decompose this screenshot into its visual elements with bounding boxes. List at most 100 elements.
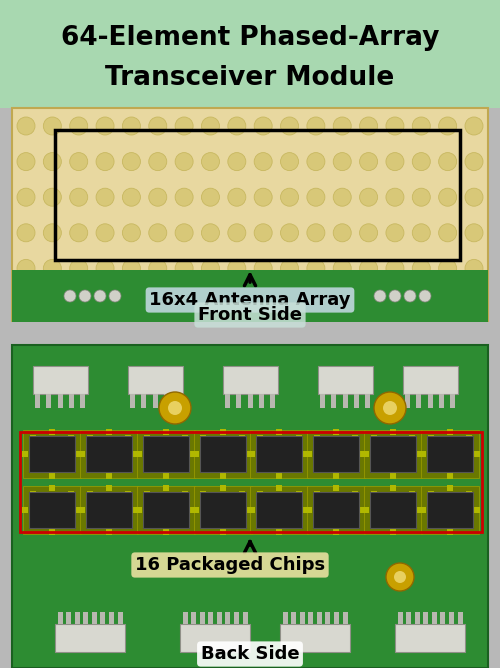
Circle shape bbox=[254, 295, 272, 313]
Bar bbox=[87, 436, 93, 442]
Bar bbox=[371, 436, 377, 442]
Bar bbox=[395, 624, 465, 652]
Bar bbox=[0, 0, 500, 108]
Bar bbox=[282, 612, 288, 624]
Circle shape bbox=[175, 188, 193, 206]
Circle shape bbox=[254, 117, 272, 135]
Circle shape bbox=[96, 224, 114, 242]
Circle shape bbox=[96, 259, 114, 277]
Bar bbox=[421, 486, 479, 534]
Bar bbox=[427, 492, 473, 528]
Circle shape bbox=[419, 290, 431, 302]
Circle shape bbox=[333, 152, 351, 170]
Bar bbox=[220, 473, 226, 479]
Bar bbox=[259, 394, 264, 408]
Bar bbox=[12, 108, 488, 322]
Circle shape bbox=[254, 224, 272, 242]
Bar bbox=[225, 394, 230, 408]
Bar bbox=[29, 436, 75, 472]
Circle shape bbox=[333, 188, 351, 206]
Circle shape bbox=[333, 295, 351, 313]
Bar bbox=[128, 366, 182, 394]
Circle shape bbox=[438, 188, 456, 206]
Bar bbox=[190, 507, 196, 513]
Circle shape bbox=[122, 224, 140, 242]
Bar bbox=[270, 394, 275, 408]
Bar bbox=[30, 466, 36, 472]
Bar bbox=[238, 436, 244, 442]
Bar bbox=[449, 612, 454, 624]
Circle shape bbox=[307, 295, 325, 313]
Bar bbox=[390, 429, 396, 435]
Bar bbox=[125, 522, 131, 528]
Bar bbox=[304, 507, 310, 513]
Bar bbox=[417, 451, 423, 457]
Circle shape bbox=[412, 117, 430, 135]
Circle shape bbox=[465, 152, 483, 170]
Bar bbox=[144, 522, 150, 528]
Circle shape bbox=[307, 117, 325, 135]
Bar bbox=[238, 492, 244, 498]
Bar bbox=[190, 451, 196, 457]
Circle shape bbox=[412, 152, 430, 170]
Bar bbox=[466, 436, 472, 442]
Bar bbox=[416, 394, 421, 408]
Bar bbox=[76, 451, 82, 457]
Bar bbox=[136, 451, 141, 457]
Circle shape bbox=[175, 117, 193, 135]
Circle shape bbox=[94, 290, 106, 302]
Bar bbox=[417, 507, 423, 513]
Bar bbox=[80, 486, 138, 534]
Circle shape bbox=[202, 188, 220, 206]
Bar bbox=[92, 612, 97, 624]
Circle shape bbox=[70, 117, 87, 135]
Bar bbox=[125, 492, 131, 498]
Bar bbox=[80, 430, 138, 478]
Bar bbox=[363, 507, 369, 513]
Bar bbox=[258, 492, 264, 498]
Bar bbox=[12, 270, 488, 322]
Bar bbox=[342, 394, 347, 408]
Bar bbox=[162, 429, 168, 435]
Circle shape bbox=[386, 259, 404, 277]
Bar bbox=[248, 394, 252, 408]
Bar bbox=[58, 612, 62, 624]
Bar bbox=[125, 466, 131, 472]
Bar bbox=[258, 522, 264, 528]
Bar bbox=[68, 436, 74, 442]
Circle shape bbox=[202, 259, 220, 277]
Bar bbox=[258, 436, 264, 442]
Circle shape bbox=[386, 117, 404, 135]
Circle shape bbox=[122, 259, 140, 277]
Circle shape bbox=[228, 152, 246, 170]
Bar bbox=[390, 473, 396, 479]
Bar bbox=[144, 436, 150, 442]
Bar bbox=[80, 394, 85, 408]
Bar bbox=[125, 436, 131, 442]
Bar bbox=[409, 522, 415, 528]
Bar bbox=[22, 507, 28, 513]
Circle shape bbox=[96, 117, 114, 135]
Bar bbox=[180, 624, 250, 652]
Bar bbox=[466, 466, 472, 472]
Circle shape bbox=[122, 188, 140, 206]
Circle shape bbox=[280, 188, 298, 206]
Circle shape bbox=[96, 295, 114, 313]
Bar bbox=[421, 430, 479, 478]
Bar bbox=[55, 624, 125, 652]
Bar bbox=[87, 522, 93, 528]
Circle shape bbox=[360, 152, 378, 170]
Bar bbox=[164, 394, 169, 408]
Bar bbox=[296, 522, 302, 528]
Circle shape bbox=[122, 295, 140, 313]
Circle shape bbox=[168, 401, 182, 415]
Circle shape bbox=[307, 152, 325, 170]
Bar bbox=[35, 394, 40, 408]
Circle shape bbox=[17, 295, 35, 313]
Bar bbox=[182, 492, 188, 498]
Bar bbox=[22, 451, 28, 457]
Bar bbox=[334, 473, 340, 479]
Circle shape bbox=[374, 290, 386, 302]
Bar bbox=[439, 394, 444, 408]
Circle shape bbox=[254, 188, 272, 206]
